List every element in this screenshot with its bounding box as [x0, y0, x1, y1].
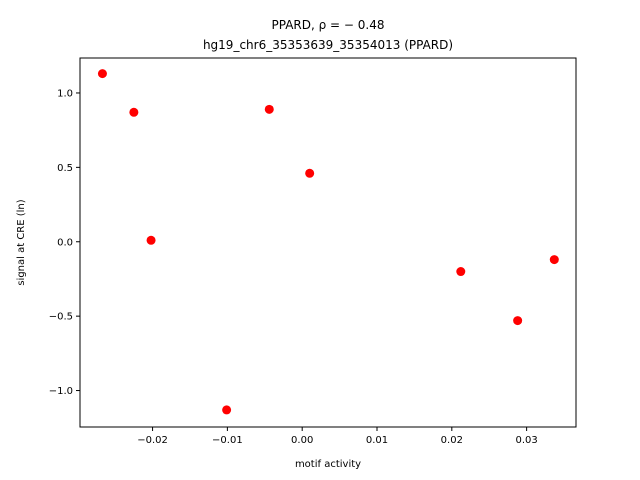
- y-axis-label: signal at CRE (ln): [16, 199, 27, 285]
- y-tick-label: −1.0: [49, 386, 73, 397]
- x-axis-ticks: −0.02 −0.01 0.00 0.01 0.02 0.03: [137, 427, 538, 446]
- data-point: [222, 405, 232, 415]
- data-point: [97, 69, 107, 79]
- data-point: [456, 267, 466, 277]
- x-tick-label: −0.01: [212, 435, 243, 446]
- data-point: [129, 107, 139, 117]
- data-point: [146, 235, 156, 245]
- x-tick-label: 0.00: [291, 435, 313, 446]
- y-tick-label: 1.0: [57, 88, 73, 99]
- chart-title-line1: PPARD, ρ = − 0.48: [271, 18, 384, 32]
- plot-area-frame: [79, 57, 577, 428]
- x-tick-label: 0.02: [441, 435, 463, 446]
- data-point: [549, 255, 559, 265]
- y-tick-label: −0.5: [49, 312, 73, 323]
- data-point: [513, 316, 523, 326]
- y-axis-ticks: −1.0 −0.5 0.0 0.5 1.0: [49, 88, 80, 397]
- chart-title-line2: hg19_chr6_35353639_35354013 (PPARD): [203, 38, 453, 52]
- x-tick-label: 0.03: [515, 435, 537, 446]
- data-point: [264, 104, 274, 114]
- x-tick-label: −0.02: [137, 435, 168, 446]
- data-points: [97, 69, 559, 415]
- y-tick-label: 0.5: [57, 163, 73, 174]
- x-axis-label: motif activity: [295, 459, 361, 470]
- x-tick-label: 0.01: [366, 435, 388, 446]
- y-tick-label: 0.0: [57, 237, 73, 248]
- data-point: [305, 168, 315, 178]
